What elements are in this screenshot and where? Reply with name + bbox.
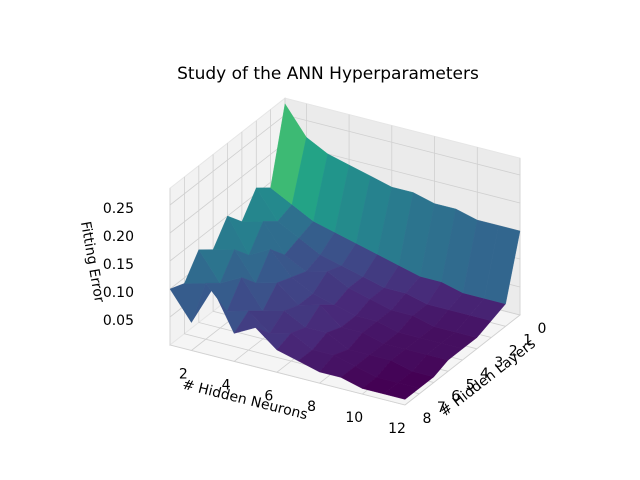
x-tick-label: 2 bbox=[179, 366, 188, 382]
z-tick-label: 0.25 bbox=[103, 201, 134, 217]
y-tick-label: 5 bbox=[466, 377, 475, 393]
y-tick-label: 7 bbox=[437, 400, 446, 416]
x-tick-label: 8 bbox=[307, 399, 316, 415]
x-axis-label: # Hidden Neurons bbox=[181, 377, 310, 424]
z-tick-label: 0.10 bbox=[103, 285, 134, 301]
y-tick-label: 2 bbox=[509, 344, 518, 360]
y-tick-label: 0 bbox=[538, 321, 547, 337]
y-tick-label: 6 bbox=[451, 389, 460, 405]
z-tick-label: 0.20 bbox=[103, 229, 134, 245]
x-tick-label: 10 bbox=[345, 410, 363, 426]
y-tick-label: 3 bbox=[494, 355, 503, 371]
surface-cell bbox=[484, 225, 521, 305]
z-tick-label: 0.05 bbox=[103, 313, 134, 329]
y-tick-label: 4 bbox=[480, 366, 489, 382]
z-tick-label: 0.15 bbox=[103, 257, 134, 273]
x-tick-label: 6 bbox=[264, 388, 273, 404]
chart-title: Study of the ANN Hyperparameters bbox=[177, 64, 479, 84]
y-tick-label: 8 bbox=[423, 411, 432, 427]
grid-line bbox=[169, 188, 406, 406]
x-tick-label: 12 bbox=[388, 421, 406, 437]
x-tick-label: 4 bbox=[222, 377, 231, 393]
y-tick-label: 1 bbox=[523, 332, 532, 348]
